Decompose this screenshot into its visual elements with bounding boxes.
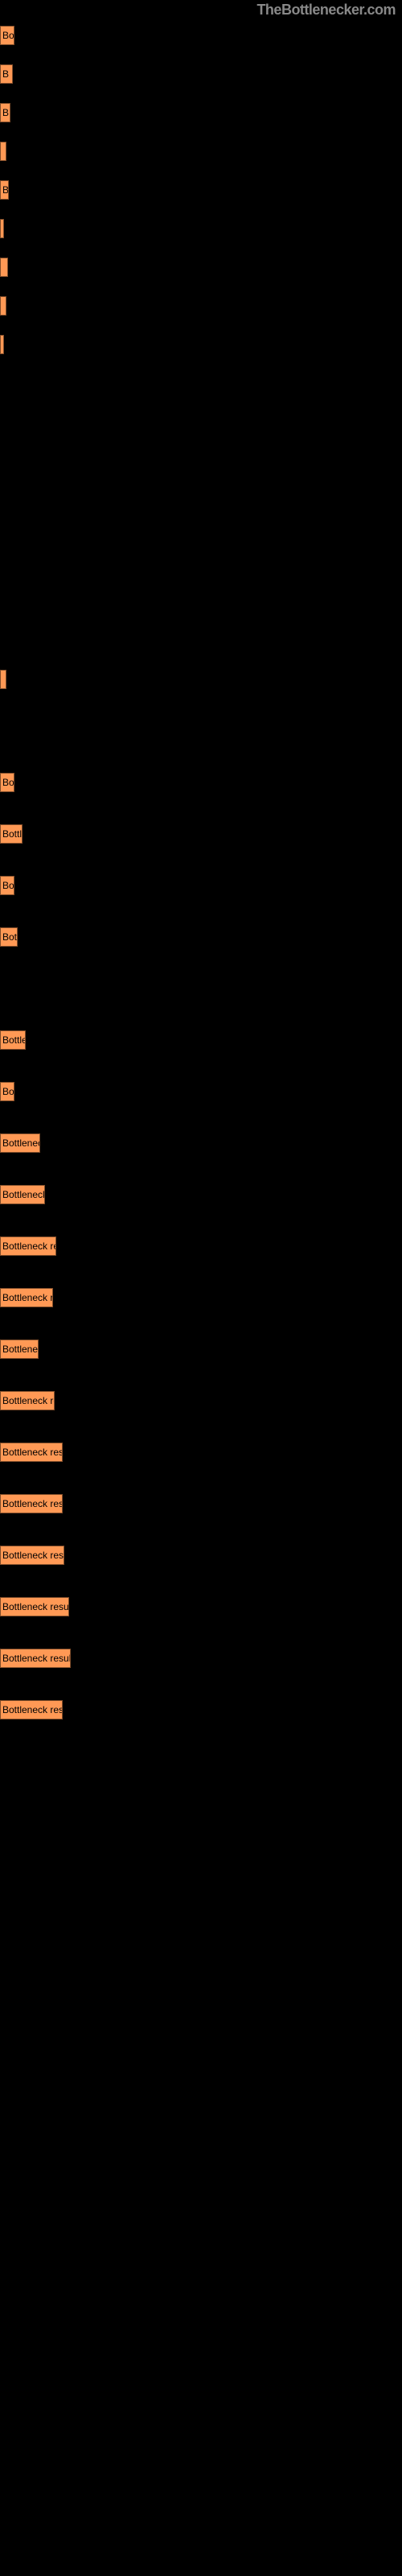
bar: Bottleneck rest bbox=[0, 1700, 63, 1719]
bar: B bbox=[0, 103, 10, 122]
bar-row bbox=[0, 670, 6, 689]
bar-row: Bottleneck r bbox=[0, 1185, 45, 1204]
bar: Bo bbox=[0, 1082, 14, 1101]
bar-label: Bottleneck rest bbox=[2, 1704, 63, 1715]
bar: Bottleneck resul bbox=[0, 1443, 63, 1462]
bar-row: B bbox=[0, 180, 9, 200]
bar-label: Bottleneck res bbox=[2, 1395, 55, 1406]
bar-label: Bottleneck resu bbox=[2, 1498, 63, 1509]
bar: Bottleneck res bbox=[0, 1236, 56, 1256]
watermark: TheBottlenecker.com bbox=[256, 2, 396, 19]
bar-label: Bo bbox=[2, 880, 14, 891]
bar: Bottleneck results bbox=[0, 1649, 71, 1668]
bar-row: Bo bbox=[0, 773, 14, 792]
bar: Bo bbox=[0, 876, 14, 895]
bar-row: Bottleneck result bbox=[0, 1597, 69, 1616]
bar-row: Bo bbox=[0, 876, 14, 895]
bar-row: Bottleneck resu bbox=[0, 1494, 63, 1513]
bar-row: Bo bbox=[0, 1082, 14, 1101]
bar-row bbox=[0, 219, 4, 238]
bar: Bottleneck resu bbox=[0, 1494, 63, 1513]
bar: B bbox=[0, 180, 9, 200]
bar-row: Bottlenec bbox=[0, 1340, 39, 1359]
bar: Bottlenec bbox=[0, 1340, 39, 1359]
bar: Bottleneck r bbox=[0, 1185, 45, 1204]
bar-row: Bottler bbox=[0, 1030, 26, 1050]
bar: Bottleneck result bbox=[0, 1597, 69, 1616]
bar-label: Bottleneck resul bbox=[2, 1447, 63, 1458]
bar-row: Bottleneck res bbox=[0, 1391, 55, 1410]
bar-row: Bottleneck bbox=[0, 1133, 40, 1153]
bar-row: Bottleneck resul bbox=[0, 1546, 64, 1565]
bar-label: B bbox=[2, 68, 9, 80]
bar-label: B bbox=[2, 184, 9, 196]
bar-row: B bbox=[0, 64, 13, 84]
bar-row bbox=[0, 142, 6, 161]
bar bbox=[0, 296, 6, 316]
bar-label: Bo bbox=[2, 777, 14, 788]
bar-label: B bbox=[2, 107, 9, 118]
bar: Bottler bbox=[0, 1030, 26, 1050]
bar-row: Bot bbox=[0, 927, 18, 947]
bar-label: Bottlenec bbox=[2, 1344, 39, 1355]
bar-label: Bo bbox=[2, 1086, 14, 1097]
bar-label: Bottle bbox=[2, 828, 23, 840]
bar-row: Bottleneck res bbox=[0, 1236, 56, 1256]
bar: Bot bbox=[0, 927, 18, 947]
bar: Bo bbox=[0, 26, 14, 45]
bar-row: Bottleneck results bbox=[0, 1649, 71, 1668]
bar-row bbox=[0, 258, 8, 277]
bar-row: Bottle bbox=[0, 824, 23, 844]
bar: Bottleneck res bbox=[0, 1391, 55, 1410]
bar-label: Bottleneck re bbox=[2, 1292, 53, 1303]
bar-label: Bottleneck results bbox=[2, 1653, 71, 1664]
bar: Bottleneck bbox=[0, 1133, 40, 1153]
bar-row: B bbox=[0, 103, 10, 122]
bar-label: Bottleneck bbox=[2, 1137, 40, 1149]
bar-label: Bo bbox=[2, 30, 14, 41]
bar bbox=[0, 142, 6, 161]
bar: Bottleneck resul bbox=[0, 1546, 64, 1565]
bar-row: Bo bbox=[0, 26, 14, 45]
bar-label: Bottleneck result bbox=[2, 1601, 69, 1612]
bar: B bbox=[0, 64, 13, 84]
bar bbox=[0, 670, 6, 689]
bar-label: Bot bbox=[2, 931, 17, 943]
bar-row: Bottleneck resul bbox=[0, 1443, 63, 1462]
bar-label: Bottleneck resul bbox=[2, 1550, 64, 1561]
bar-label: Bottleneck r bbox=[2, 1189, 45, 1200]
bar bbox=[0, 258, 8, 277]
bar-row bbox=[0, 296, 6, 316]
bar bbox=[0, 335, 4, 354]
bar-label: Bottleneck res bbox=[2, 1241, 56, 1252]
bar-row: Bottleneck rest bbox=[0, 1700, 63, 1719]
bar bbox=[0, 219, 4, 238]
bar: Bo bbox=[0, 773, 14, 792]
bar-label: Bottler bbox=[2, 1034, 26, 1046]
bar-row: Bottleneck re bbox=[0, 1288, 53, 1307]
bar-row bbox=[0, 335, 4, 354]
bar: Bottleneck re bbox=[0, 1288, 53, 1307]
bar: Bottle bbox=[0, 824, 23, 844]
